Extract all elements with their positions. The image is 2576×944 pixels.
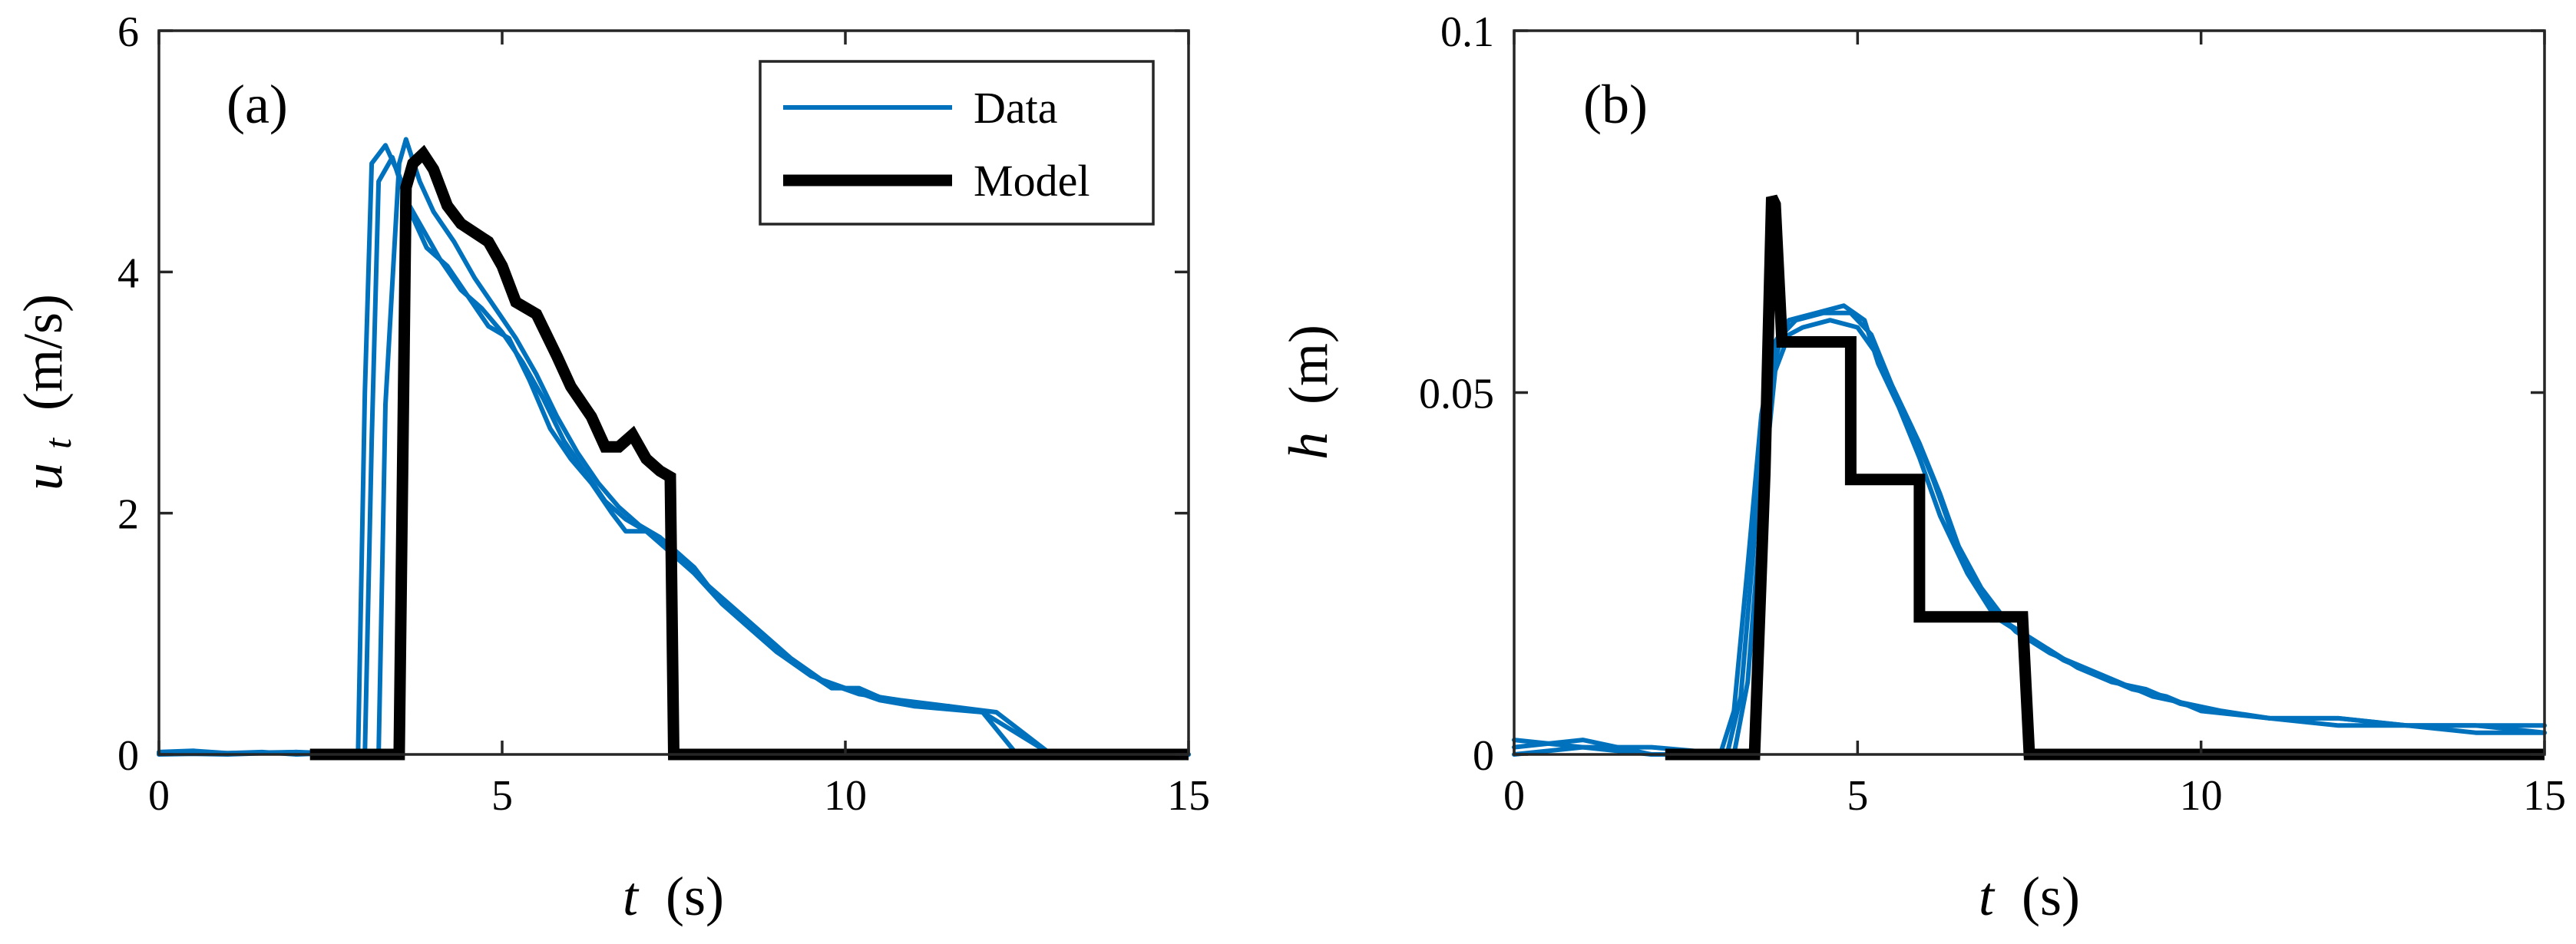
panel-a-series-data-2 (157, 137, 1191, 757)
panel-b: 0 5 10 15 0 0.05 0.1 (b) t (s) h (m) (1278, 8, 2566, 927)
panel-a-xlabel-unit: (s) (666, 866, 724, 927)
panel-b-series-model-3 (1665, 194, 2545, 761)
panel-a-ylabel-var: u (12, 463, 74, 490)
panel-b-ytick-label-2: 0.1 (1440, 8, 1494, 56)
panel-b-ylabel-var: h (1278, 432, 1339, 460)
panel-b-ticks: 0 5 10 15 0 0.05 0.1 (1419, 8, 2566, 820)
panel-b-ytick-label-1: 0.05 (1419, 371, 1494, 418)
panel-a-xtick-label-3: 15 (1167, 772, 1210, 820)
panel-a-series (157, 137, 1191, 761)
panel-a-xtick-label-0: 0 (148, 772, 170, 820)
panel-a-ytick-label-0: 0 (117, 732, 139, 780)
panel-b-xlabel-unit: (s) (2022, 866, 2080, 927)
panel-a-xlabel-var: t (623, 866, 640, 927)
panel-a-label: (a) (227, 74, 288, 135)
legend: Data Model (759, 60, 1155, 226)
panel-b-ytick-label-0: 0 (1473, 732, 1494, 780)
panel-b-xlabel-var: t (1979, 866, 1996, 927)
legend-box (759, 60, 1155, 226)
panel-b-ylabel: h (m) (1278, 325, 1339, 460)
panel-b-xtick-label-2: 10 (2180, 772, 2223, 820)
panel-b-label: (b) (1583, 74, 1648, 135)
panel-a-ylabel: u t (m/s) (12, 294, 83, 490)
panel-b-xtick-label-3: 15 (2523, 772, 2566, 820)
legend-model-label: Model (974, 156, 1090, 206)
panel-a-ylabel-unit: (m/s) (12, 294, 74, 411)
panel-a-xtick-label-1: 5 (491, 772, 513, 820)
panel-b-xtick-label-0: 0 (1503, 772, 1525, 820)
panel-b-ylabel-unit: (m) (1278, 325, 1339, 404)
panel-b-xtick-label-1: 5 (1847, 772, 1868, 820)
panel-a-ylabel-sub: t (36, 437, 79, 449)
panel-b-xlabel: t (s) (1979, 866, 2080, 927)
panel-a-xlabel: t (s) (623, 866, 724, 927)
panel-a-xtick-label-2: 10 (824, 772, 867, 820)
panel-a: 0 5 10 15 0 2 4 6 (a) t (s) u t (m/s) Data Mode… (12, 8, 1210, 927)
panel-a-ticks: 0 5 10 15 0 2 4 6 (117, 8, 1210, 820)
panel-a-ytick-label-3: 6 (117, 8, 139, 56)
panel-a-series-model-3 (309, 144, 1189, 761)
panel-a-frame (157, 29, 1190, 756)
panel-a-ytick-label-1: 2 (117, 491, 139, 539)
legend-data-label: Data (974, 83, 1058, 133)
panel-a-ytick-label-2: 4 (117, 249, 139, 297)
panel-b-series (1512, 194, 2547, 761)
